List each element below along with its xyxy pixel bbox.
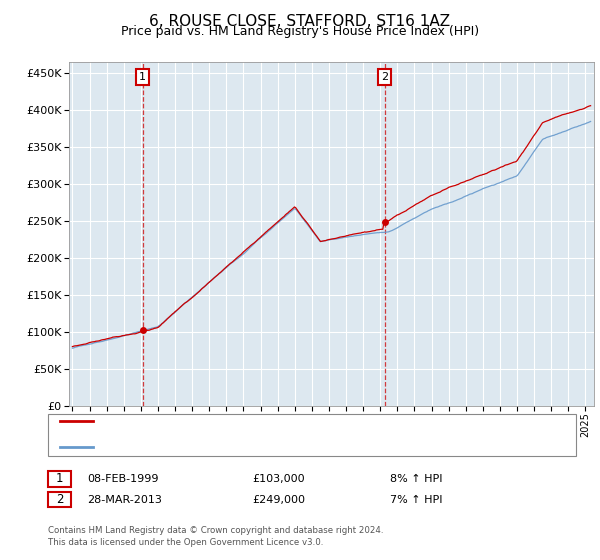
Text: 8% ↑ HPI: 8% ↑ HPI (390, 474, 443, 484)
Text: 2: 2 (381, 72, 388, 82)
Text: 1: 1 (56, 472, 63, 486)
Text: Price paid vs. HM Land Registry's House Price Index (HPI): Price paid vs. HM Land Registry's House … (121, 25, 479, 38)
Text: 08-FEB-1999: 08-FEB-1999 (87, 474, 158, 484)
Text: 28-MAR-2013: 28-MAR-2013 (87, 494, 162, 505)
Text: £103,000: £103,000 (252, 474, 305, 484)
Text: 6, ROUSE CLOSE, STAFFORD, ST16 1AZ: 6, ROUSE CLOSE, STAFFORD, ST16 1AZ (149, 14, 451, 29)
Text: 7% ↑ HPI: 7% ↑ HPI (390, 494, 443, 505)
Text: 2: 2 (56, 493, 63, 506)
Text: £249,000: £249,000 (252, 494, 305, 505)
Text: HPI: Average price, detached house, Stafford: HPI: Average price, detached house, Staf… (99, 442, 334, 452)
Text: 1: 1 (139, 72, 146, 82)
Text: Contains HM Land Registry data © Crown copyright and database right 2024.
This d: Contains HM Land Registry data © Crown c… (48, 526, 383, 547)
Text: 6, ROUSE CLOSE, STAFFORD, ST16 1AZ (detached house): 6, ROUSE CLOSE, STAFFORD, ST16 1AZ (deta… (99, 416, 398, 426)
